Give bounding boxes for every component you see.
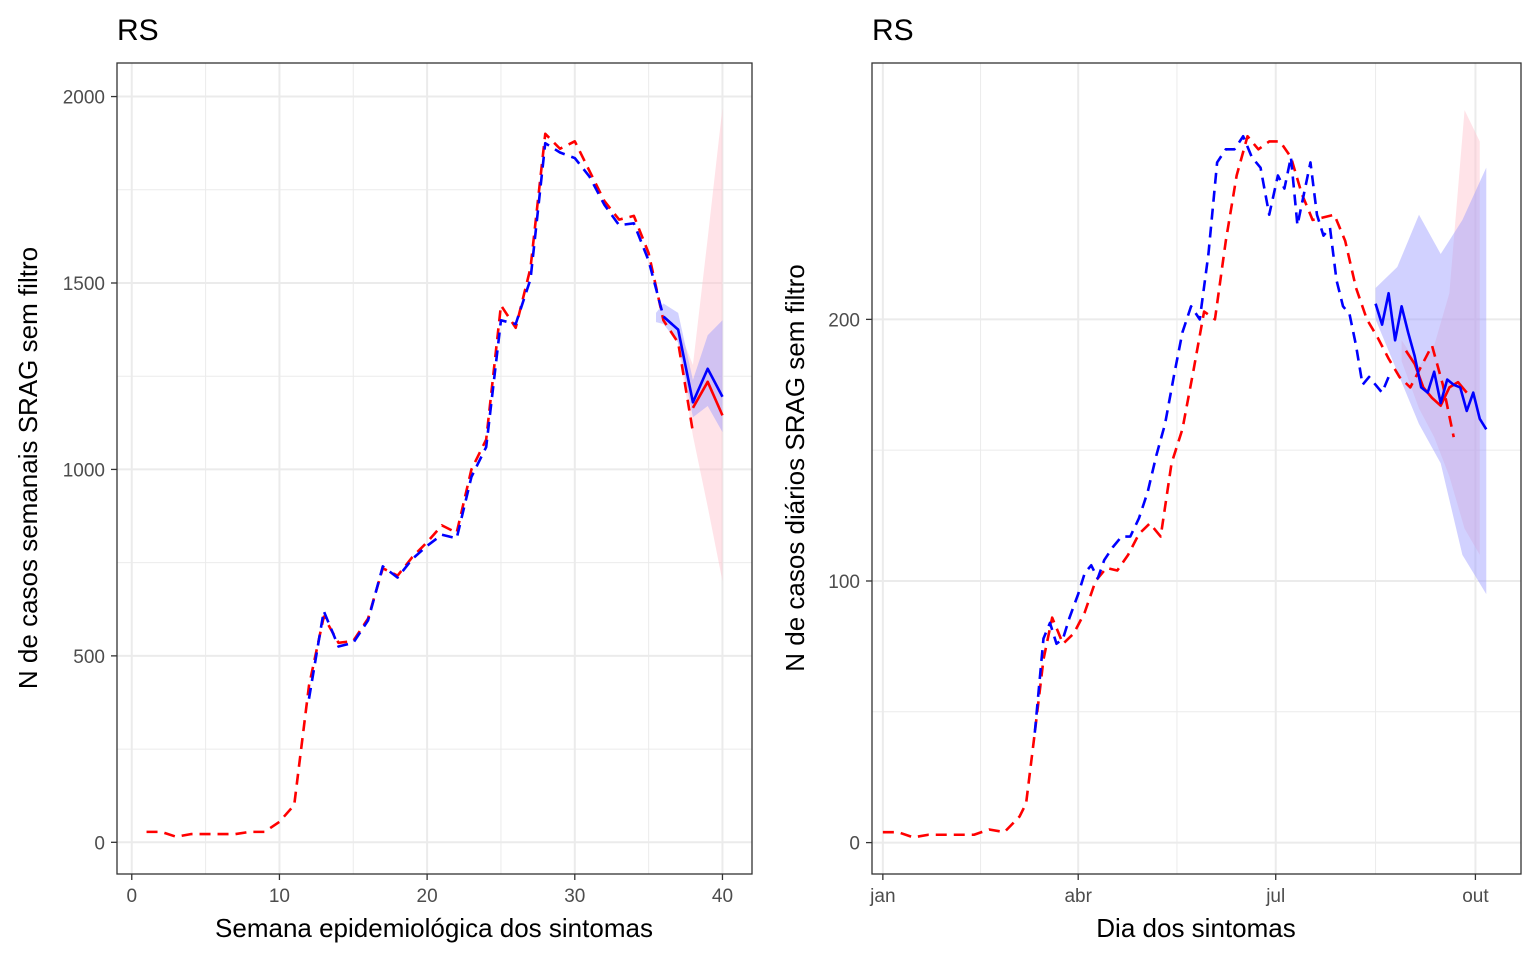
series-line xyxy=(307,141,680,699)
series-lines xyxy=(146,132,724,839)
y-tick-label: 1000 xyxy=(63,460,105,481)
panel-border xyxy=(116,62,753,875)
series-line xyxy=(1374,291,1488,430)
series-line xyxy=(691,380,724,416)
series-lines xyxy=(882,134,1488,839)
x-axis-label: Semana epidemiológica dos sintomas xyxy=(215,913,653,943)
chart-title: RS xyxy=(117,14,159,47)
y-tick-label: 2000 xyxy=(63,88,105,109)
y-tick-label: 100 xyxy=(828,572,860,593)
y-tick-label: 1500 xyxy=(63,274,105,295)
y-tick-label: 500 xyxy=(73,647,105,668)
grid xyxy=(117,63,752,874)
series-line xyxy=(882,134,1455,839)
confidence-band xyxy=(678,107,723,582)
x-tick-label: jan xyxy=(869,886,895,907)
y-tick-label: 200 xyxy=(828,310,860,331)
x-tick-label: 10 xyxy=(269,886,290,907)
x-tick-label: 40 xyxy=(712,886,733,907)
y-axis-label: N de casos semanais SRAG sem filtro xyxy=(13,247,43,689)
axis-ticks: 0 10 20 30 40 0 500 1000 1500 2000 xyxy=(63,88,733,907)
x-tick-label: abr xyxy=(1064,886,1092,907)
x-tick-label: out xyxy=(1462,886,1489,907)
x-tick-label: jul xyxy=(1265,886,1285,907)
panel-border xyxy=(871,62,1522,875)
y-tick-label: 0 xyxy=(849,834,860,855)
x-tick-label: 20 xyxy=(417,886,438,907)
confidence-band xyxy=(1401,110,1480,555)
series-line xyxy=(662,315,724,404)
chart-panel-weekly: RS 0 10 20 30 40 0 500 1000 1500 2000 Semana epid… xyxy=(13,14,753,943)
axis-ticks: jan abr jul out 0 100 200 xyxy=(828,310,1489,907)
y-tick-label: 0 xyxy=(94,833,105,854)
x-tick-label: 30 xyxy=(564,886,585,907)
x-axis-label: Dia dos sintomas xyxy=(1096,913,1295,943)
series-line xyxy=(146,132,695,839)
grid xyxy=(872,63,1521,874)
chart-title: RS xyxy=(872,14,914,47)
x-tick-label: 0 xyxy=(126,886,137,907)
series-line xyxy=(1033,134,1390,733)
y-axis-label: N de casos diários SRAG sem filtro xyxy=(780,264,810,671)
